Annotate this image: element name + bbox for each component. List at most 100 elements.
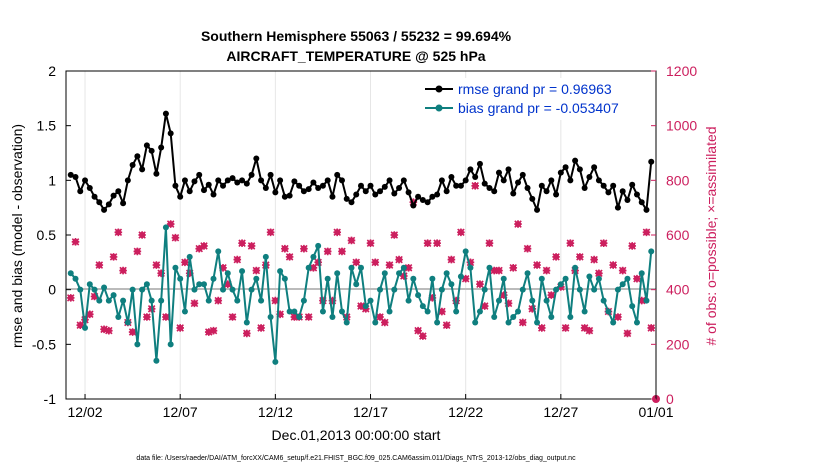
obs-assimilated-point <box>447 255 456 264</box>
bias-point <box>258 297 265 304</box>
rmse-point <box>343 195 350 202</box>
rmse-point <box>177 193 184 200</box>
rmse-point <box>438 177 445 184</box>
bias-point <box>172 264 179 271</box>
rmse-point <box>505 166 512 173</box>
bias-point <box>129 286 136 293</box>
bias-point <box>505 319 512 326</box>
rmse-point <box>358 182 364 189</box>
bias-point <box>186 253 193 260</box>
bias-point <box>262 253 269 260</box>
obs-assimilated-point <box>476 280 484 288</box>
rmse-point <box>633 191 640 198</box>
rmse-point <box>101 206 108 213</box>
rmse-point <box>319 182 326 189</box>
obs-assimilated-point <box>471 182 479 190</box>
legend-bias-marker <box>435 104 443 112</box>
bias-point <box>515 308 522 315</box>
obs-assimilated-point <box>400 272 408 280</box>
bias-point <box>305 264 312 271</box>
y-right-tick-label: 200 <box>666 336 690 352</box>
bias-point <box>239 268 246 275</box>
rmse-point <box>334 171 341 178</box>
rmse-point <box>91 193 98 200</box>
rmse-point <box>600 182 607 189</box>
obs-assimilated-point <box>514 220 522 228</box>
rmse-point <box>67 171 74 178</box>
rmse-point <box>77 188 84 195</box>
bias-point <box>110 292 117 299</box>
obs-assimilated-point <box>628 242 637 250</box>
rmse-point <box>581 184 588 191</box>
obs-assimilated-point <box>495 266 503 275</box>
rmse-point <box>486 184 493 191</box>
bias-line <box>70 226 653 363</box>
obs-assimilated-point <box>257 324 265 332</box>
rmse-point <box>595 177 602 184</box>
rmse-point <box>648 158 655 165</box>
rmse-point <box>353 191 360 198</box>
bias-point <box>86 281 93 288</box>
obs-assimilated-point <box>642 228 651 237</box>
bias-point <box>96 297 103 304</box>
obs-assimilated-point <box>271 296 280 305</box>
bias-point <box>200 281 207 288</box>
rmse-point <box>305 186 312 193</box>
rmse-point <box>396 184 403 191</box>
obs-assimilated-point <box>609 261 617 269</box>
obs-assimilated-point <box>285 253 294 261</box>
obs-assimilated-point <box>599 239 608 247</box>
y-axis-label: rmse and bias (model - observation) <box>9 124 25 348</box>
obs-assimilated-point <box>538 324 546 332</box>
bias-point <box>286 308 293 315</box>
rmse-point <box>424 199 431 206</box>
footer-note: data file: /Users/raeder/DAI/ATM_forcXX/… <box>136 455 576 462</box>
rmse-point <box>158 144 165 151</box>
rmse-point <box>491 188 498 195</box>
bias-point <box>319 308 326 315</box>
bias-point <box>638 270 645 277</box>
bias-point <box>410 275 417 282</box>
rmse-point <box>614 204 621 211</box>
rmse-point <box>129 162 136 169</box>
rmse-point <box>186 188 193 195</box>
y-right-tick-label: 600 <box>666 227 690 243</box>
obs-assimilated-point <box>100 325 108 334</box>
obs-assimilated-point <box>128 328 137 336</box>
obs-assimilated-point <box>490 266 499 275</box>
bias-point <box>77 286 84 293</box>
bias-point <box>581 308 588 315</box>
rmse-point <box>296 182 303 189</box>
bias-point <box>291 308 298 315</box>
rmse-point <box>472 174 479 181</box>
bias-point <box>424 308 431 315</box>
rmse-point <box>410 202 417 209</box>
legend-box <box>418 78 648 120</box>
rmse-point <box>239 177 246 184</box>
obs-assimilated-point <box>304 313 313 321</box>
obs-assimilated-point <box>114 228 123 237</box>
obs-assimilated-point <box>561 324 570 332</box>
rmse-point <box>224 177 231 184</box>
rmse-point <box>519 171 526 178</box>
bias-point <box>453 308 460 315</box>
bias-point <box>358 264 364 271</box>
obs-assimilated-point <box>162 313 170 321</box>
obs-assimilated-point <box>323 247 332 256</box>
obs-assimilated-point <box>347 236 356 245</box>
bias-point <box>586 273 593 280</box>
obs-assimilated-point <box>433 239 441 247</box>
bias-point <box>338 308 345 315</box>
bias-point <box>567 314 574 320</box>
bias-point <box>572 264 579 271</box>
x-tick-label: 12/02 <box>68 404 103 420</box>
bias-point <box>120 297 127 304</box>
rmse-point <box>243 180 250 187</box>
rmse-point <box>548 177 555 184</box>
obs-assimilated-point <box>281 244 289 253</box>
obs-assimilated-point <box>309 264 318 272</box>
obs-assimilated-point <box>647 324 656 332</box>
bias-point <box>167 341 174 348</box>
bias-point <box>148 297 155 304</box>
obs-assimilated-point <box>214 296 223 305</box>
